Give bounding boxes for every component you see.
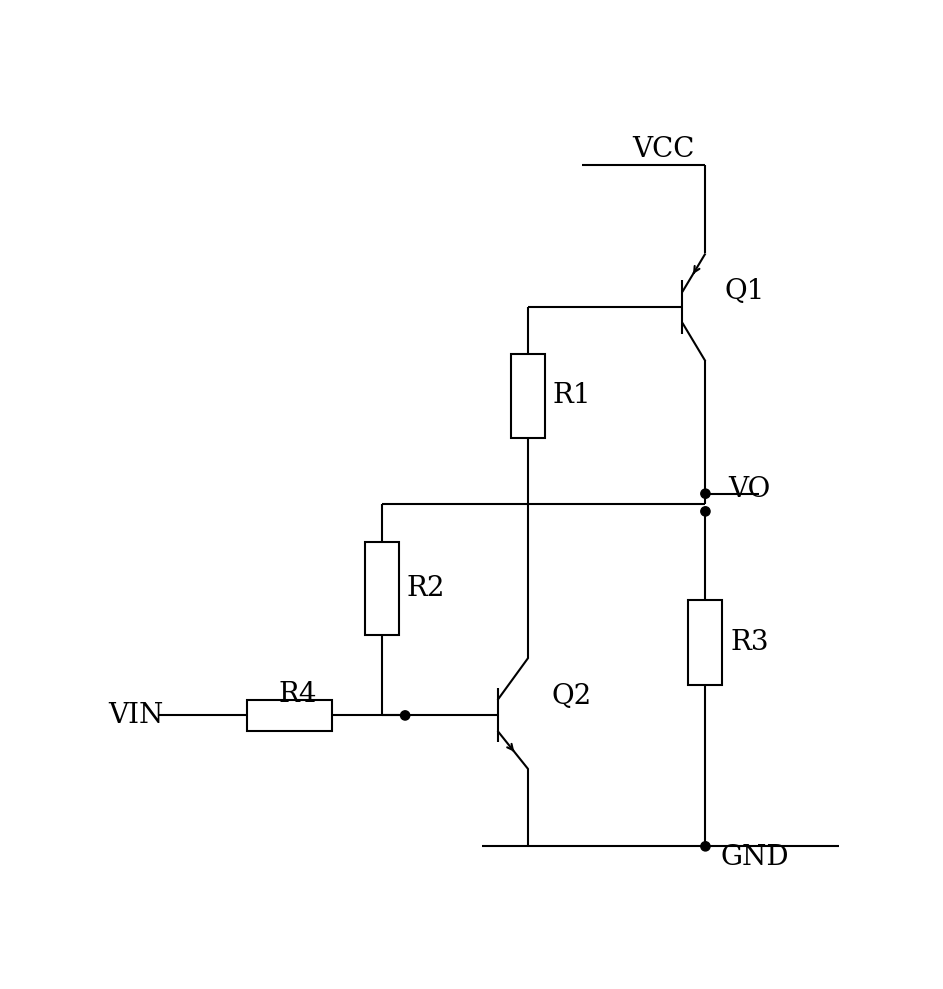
Text: VO: VO <box>729 477 770 503</box>
Text: R3: R3 <box>730 629 769 656</box>
Text: R1: R1 <box>553 383 591 409</box>
Text: R2: R2 <box>406 575 445 602</box>
Bar <box>365 542 399 635</box>
Text: GND: GND <box>720 845 789 871</box>
Text: Q2: Q2 <box>552 682 591 710</box>
Text: Q1: Q1 <box>724 279 765 306</box>
Circle shape <box>701 489 710 498</box>
Circle shape <box>401 711 410 720</box>
Bar <box>247 700 332 731</box>
Text: VIN: VIN <box>108 702 164 729</box>
Bar <box>511 353 545 438</box>
Circle shape <box>701 506 710 516</box>
Text: R4: R4 <box>278 681 317 708</box>
Circle shape <box>701 842 710 851</box>
Text: VCC: VCC <box>633 135 695 163</box>
Bar <box>688 600 722 684</box>
